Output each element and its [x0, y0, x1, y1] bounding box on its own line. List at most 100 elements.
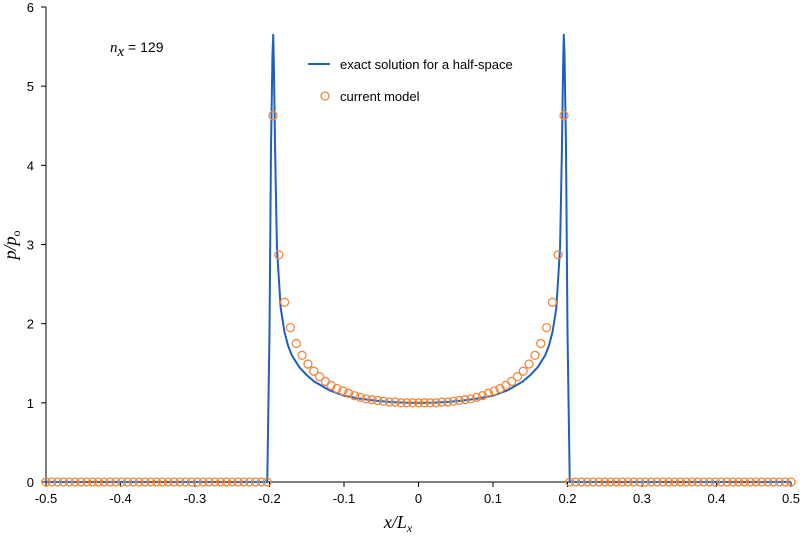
- model-point: [117, 477, 127, 487]
- model-point: [355, 392, 365, 402]
- model-point: [541, 322, 552, 333]
- model-point: [76, 477, 86, 487]
- y-tick-label: 4: [27, 158, 34, 173]
- model-point: [757, 477, 767, 487]
- model-point: [361, 394, 371, 404]
- model-point: [559, 110, 569, 121]
- model-point: [390, 397, 400, 407]
- model-point: [163, 477, 173, 487]
- model-point: [105, 477, 115, 487]
- model-point: [763, 477, 773, 487]
- model-point: [442, 397, 453, 407]
- model-point: [425, 398, 435, 408]
- model-point: [47, 477, 57, 487]
- x-tick-label: 0: [415, 491, 422, 506]
- y-tick-label: 5: [27, 79, 34, 94]
- model-point: [605, 477, 616, 487]
- series-layer: [41, 33, 796, 487]
- model-point: [250, 477, 261, 487]
- model-point: [99, 477, 109, 487]
- model-point: [733, 477, 744, 487]
- model-point: [576, 477, 587, 487]
- model-point: [652, 477, 662, 487]
- model-point: [617, 477, 627, 487]
- model-point: [256, 477, 267, 487]
- x-tick-label: 0.2: [558, 491, 576, 506]
- model-point: [157, 477, 168, 487]
- model-point: [408, 398, 418, 408]
- model-point: [582, 477, 592, 487]
- model-point: [570, 477, 581, 487]
- model-point: [530, 350, 540, 360]
- legend-label-model: current model: [340, 89, 420, 104]
- model-point: [786, 477, 796, 487]
- x-tick-label: 0.5: [782, 491, 800, 506]
- model-point: [477, 391, 488, 401]
- model-point: [204, 477, 214, 487]
- model-point: [664, 477, 674, 487]
- annotation-value: = 129: [124, 39, 164, 55]
- model-point: [623, 477, 633, 487]
- model-point: [565, 477, 575, 487]
- y-axis-title: p/po: [0, 230, 23, 261]
- model-point: [268, 110, 278, 121]
- y-tick-label: 0: [27, 475, 34, 490]
- model-point: [489, 386, 499, 396]
- y-tick-label: 3: [27, 238, 34, 253]
- model-point: [274, 250, 284, 260]
- x-axis-title-sub: x: [406, 521, 413, 535]
- model-point: [58, 477, 69, 487]
- model-point: [151, 477, 162, 487]
- model-point: [472, 392, 482, 402]
- model-point: [588, 477, 598, 487]
- model-point: [192, 477, 202, 487]
- model-point: [675, 477, 686, 487]
- model-point: [64, 477, 74, 487]
- x-tick-label: -0.2: [258, 491, 280, 506]
- model-point: [512, 372, 523, 382]
- model-point: [122, 477, 133, 487]
- model-point: [186, 477, 197, 487]
- model-point: [367, 395, 377, 405]
- model-point: [419, 398, 429, 408]
- annotation-var: n: [110, 40, 118, 56]
- model-point: [169, 477, 179, 487]
- model-point: [745, 477, 755, 487]
- x-tick-label: 0.3: [633, 491, 651, 506]
- model-point: [402, 398, 412, 408]
- model-point: [309, 366, 319, 376]
- annotation-sub: x: [117, 44, 125, 60]
- model-point: [547, 297, 558, 307]
- model-point: [245, 477, 255, 487]
- model-point: [279, 297, 290, 307]
- model-point: [635, 477, 645, 487]
- model-point: [600, 477, 610, 487]
- y-tick-label: 2: [27, 317, 34, 332]
- model-point: [454, 395, 464, 406]
- model-point: [87, 477, 98, 487]
- legend: exact solution for a half-space current …: [308, 57, 513, 104]
- model-point: [314, 372, 325, 382]
- model-point: [227, 477, 237, 487]
- y-axis-title-sub: o: [9, 230, 23, 236]
- model-point: [460, 395, 470, 405]
- model-point: [751, 477, 761, 487]
- model-point: [646, 477, 656, 487]
- mesh-size-annotation: nx = 129: [110, 39, 164, 60]
- y-axis-ticks: 0 1 2 3 4 5 6: [27, 0, 46, 490]
- model-point: [41, 477, 51, 487]
- model-point: [716, 477, 726, 487]
- model-point: [611, 477, 622, 487]
- model-point: [536, 338, 546, 349]
- y-tick-label: 6: [27, 0, 34, 15]
- y-axis-title-main: p/p: [0, 236, 20, 261]
- model-point: [693, 477, 703, 487]
- x-axis-title: x/Lx: [383, 512, 413, 535]
- model-point: [198, 477, 208, 487]
- model-point: [658, 477, 668, 487]
- model-point: [93, 477, 104, 487]
- model-point: [681, 477, 691, 487]
- model-point: [396, 398, 406, 408]
- model-point: [669, 477, 680, 487]
